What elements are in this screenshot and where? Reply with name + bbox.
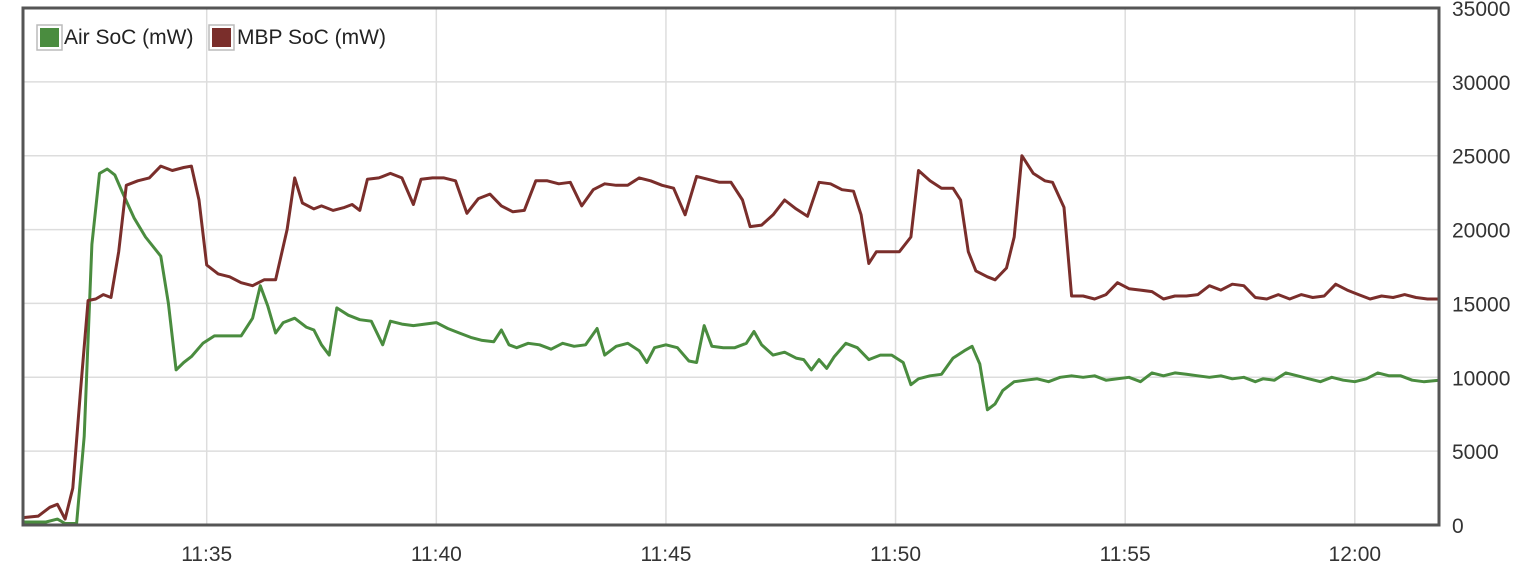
plot-area-border: [21, 6, 1441, 527]
legend-swatch-mbp: [212, 28, 231, 47]
legend: Air SoC (mW) MBP SoC (mW): [36, 24, 386, 51]
y-axis-ticks: 0 5000 10000 15000 20000 25000 30000 35000: [1452, 0, 1510, 538]
x-tick-label: 11:35: [181, 543, 232, 566]
series-line-air[interactable]: [21, 167, 1441, 525]
y-tick-label: 25000: [1452, 146, 1510, 169]
legend-item-mbp[interactable]: MBP SoC (mW): [208, 24, 386, 51]
y-tick-label: 0: [1452, 515, 1464, 538]
y-tick-label: 5000: [1452, 441, 1499, 464]
x-axis-ticks: 11:35 11:40 11:45 11:50 11:55 12:00: [181, 543, 1381, 566]
y-tick-label: 15000: [1452, 293, 1510, 316]
legend-item-air[interactable]: Air SoC (mW): [36, 24, 194, 51]
y-tick-label: 20000: [1452, 220, 1510, 243]
series-line-mbp[interactable]: [21, 154, 1441, 521]
y-tick-label: 10000: [1452, 367, 1510, 390]
series-lines: [21, 154, 1441, 525]
y-tick-label: 35000: [1452, 0, 1510, 21]
grid-lines: [23, 8, 1439, 525]
x-tick-label: 12:00: [1329, 543, 1382, 566]
legend-swatch-air: [40, 28, 59, 47]
x-tick-label: 11:40: [411, 543, 462, 566]
legend-label-air: Air SoC (mW): [64, 26, 194, 49]
x-tick-label: 11:50: [870, 543, 921, 566]
legend-label-mbp: MBP SoC (mW): [237, 26, 386, 49]
y-tick-label: 30000: [1452, 72, 1510, 95]
x-tick-label: 11:55: [1100, 543, 1151, 566]
x-tick-label: 11:45: [640, 543, 691, 566]
